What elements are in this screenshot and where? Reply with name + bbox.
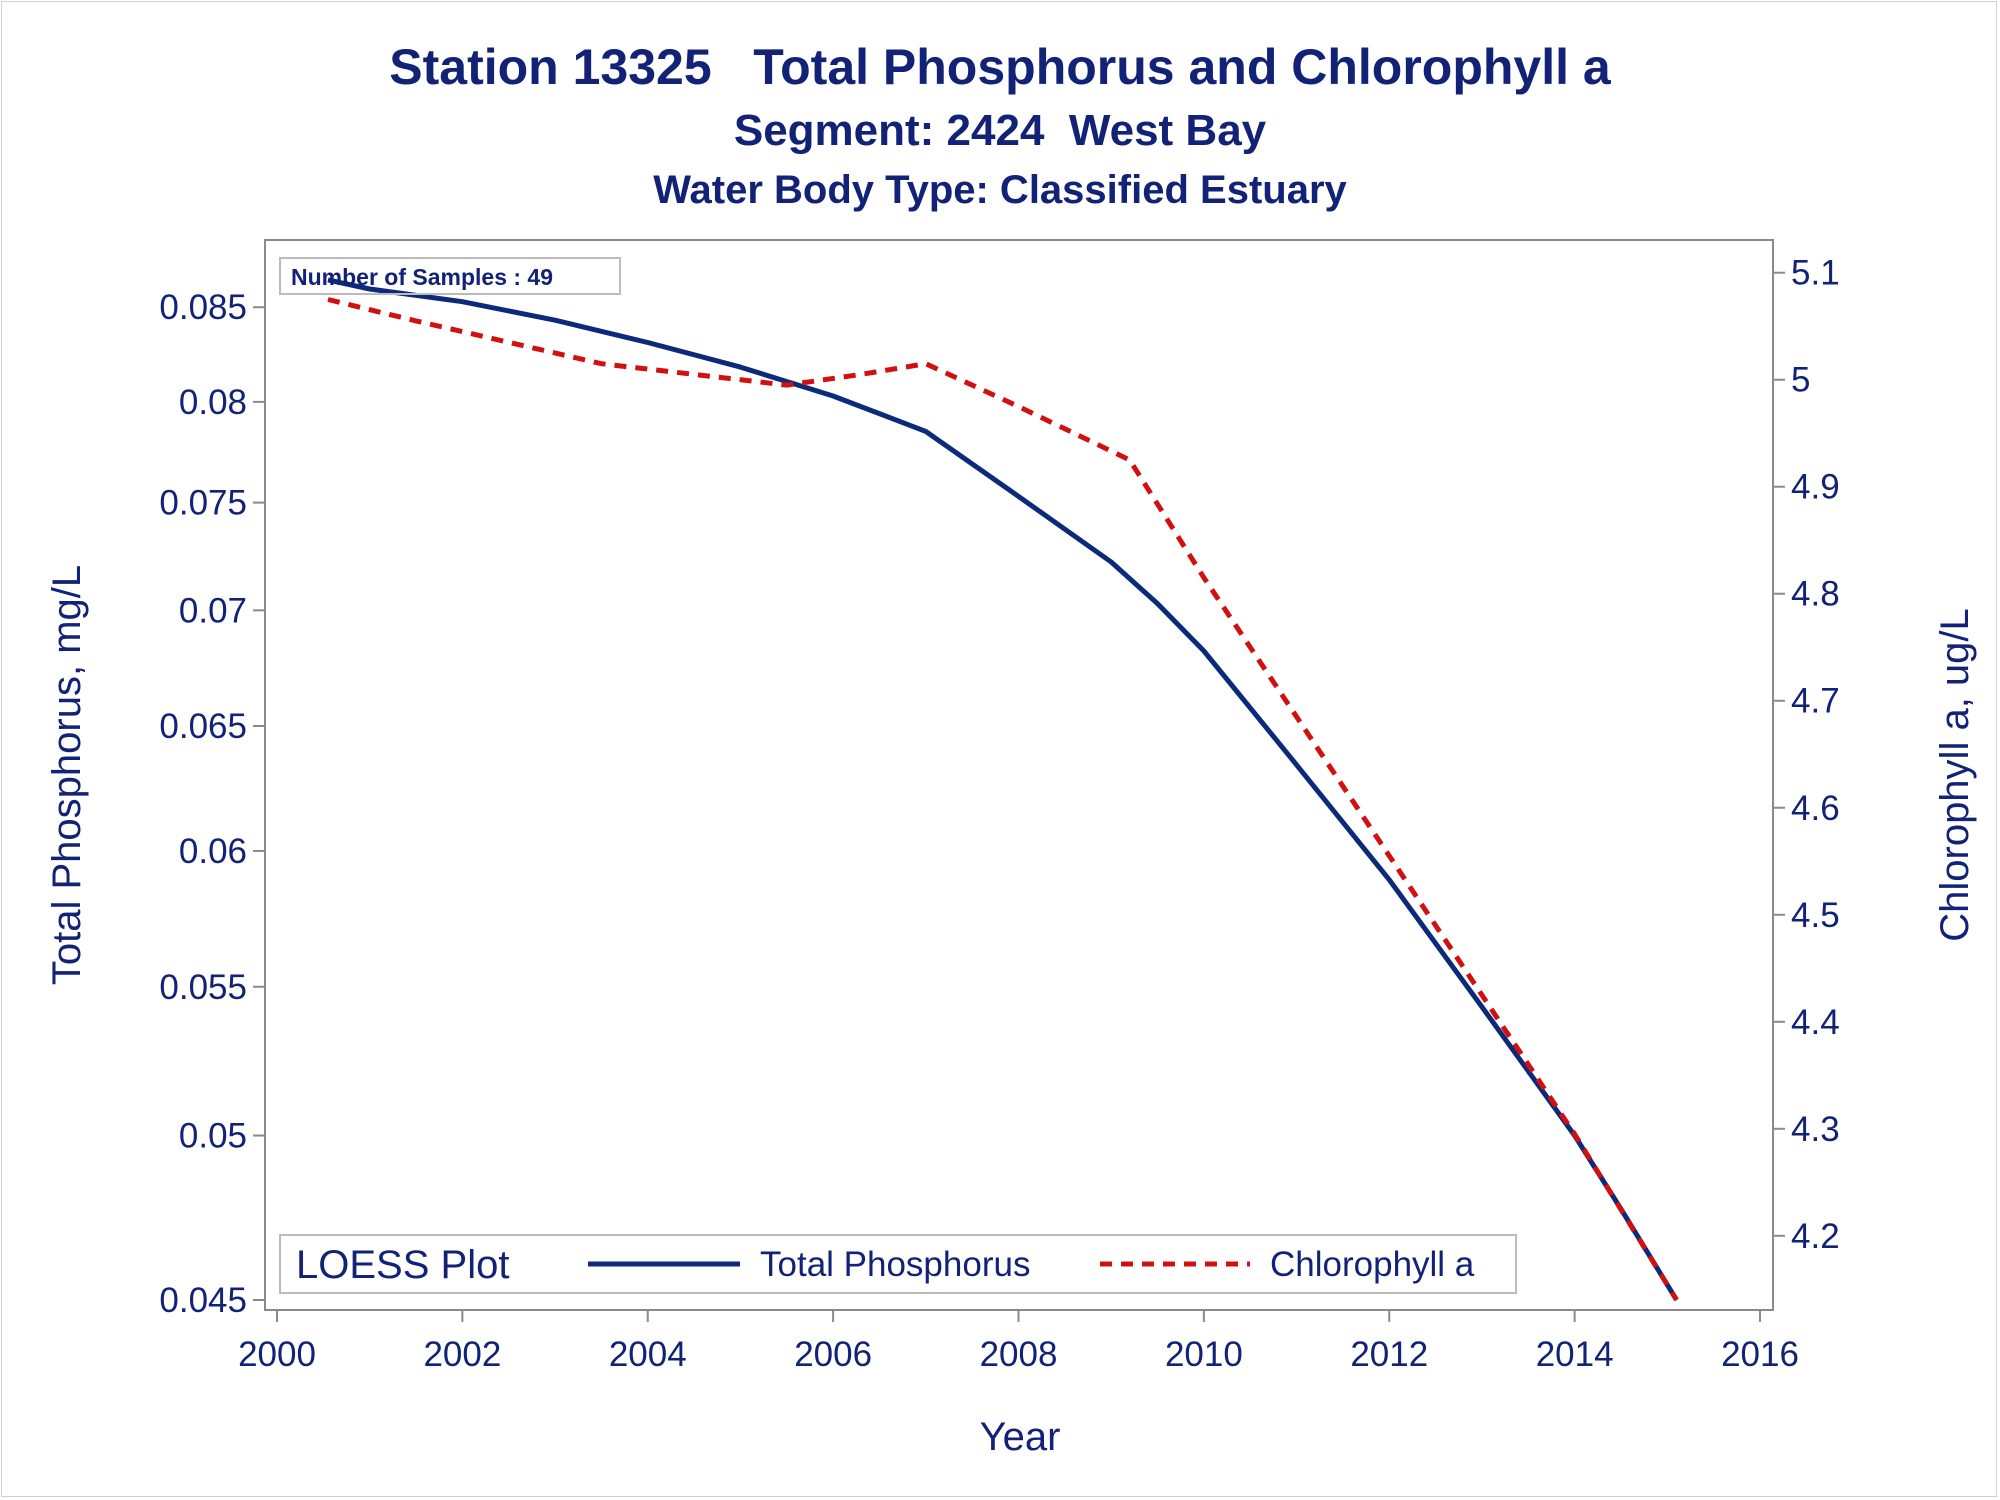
y2-tick-label: 5 xyxy=(1791,361,1810,400)
y2-tick-label: 4.2 xyxy=(1791,1217,1840,1256)
y2-tick-label: 5.1 xyxy=(1791,254,1840,293)
y-tick-label: 0.085 xyxy=(159,288,247,327)
y2-tick-label: 4.5 xyxy=(1791,896,1840,935)
sample-count-box: Number of Samples : 49 xyxy=(279,257,621,295)
x-tick-label: 2000 xyxy=(238,1335,316,1374)
series-lines xyxy=(327,277,1679,1302)
axis-ticks: 2000 2002 2004 2006 2008 2010 2012 2014 2016 0.04… xyxy=(159,254,1839,1374)
y-tick-label: 0.08 xyxy=(179,383,247,422)
x-tick-label: 2002 xyxy=(423,1335,501,1374)
y2-tick-label: 4.3 xyxy=(1791,1110,1840,1149)
y2-tick-label: 4.8 xyxy=(1791,575,1840,614)
chart-title: Station 13325 Total Phosphorus and Chlor… xyxy=(389,39,1611,95)
x-tick-label: 2004 xyxy=(609,1335,687,1374)
series-line-chlorophyll xyxy=(327,297,1679,1302)
sample-count-label: Number of Samples : 49 xyxy=(291,264,553,290)
y2-tick-label: 4.4 xyxy=(1791,1003,1840,1042)
series-line-phosphorus xyxy=(327,277,1679,1302)
plot-area-border xyxy=(264,239,1774,1311)
x-tick-label: 2008 xyxy=(980,1335,1058,1374)
legend-frame xyxy=(279,1234,1517,1294)
y2-tick-label: 4.7 xyxy=(1791,682,1840,721)
y-tick-label: 0.06 xyxy=(179,832,247,871)
x-tick-label: 2010 xyxy=(1165,1335,1243,1374)
y-tick-label: 0.05 xyxy=(179,1117,247,1156)
y-tick-label: 0.055 xyxy=(159,968,247,1007)
y-tick-label: 0.075 xyxy=(159,484,247,523)
chart-subtitle-waterbody: Water Body Type: Classified Estuary xyxy=(653,168,1347,212)
x-axis-label: Year xyxy=(980,1415,1061,1459)
legend-title: LOESS Plot xyxy=(296,1243,509,1287)
y-tick-label: 0.045 xyxy=(159,1281,247,1320)
y2-tick-label: 4.6 xyxy=(1791,789,1840,828)
x-tick-label: 2014 xyxy=(1536,1335,1614,1374)
y-tick-label: 0.07 xyxy=(179,591,247,630)
sample-count-frame xyxy=(279,257,621,295)
y2-tick-label: 4.9 xyxy=(1791,468,1840,507)
y-axis-label: Total Phosphorus, mg/L xyxy=(45,565,89,985)
legend-item-chlorophyll: Chlorophyll a xyxy=(1270,1245,1475,1284)
chart-subtitle-segment: Segment: 2424 West Bay xyxy=(733,106,1267,155)
x-tick-label: 2006 xyxy=(794,1335,872,1374)
x-tick-label: 2012 xyxy=(1350,1335,1428,1374)
y-tick-label: 0.065 xyxy=(159,707,247,746)
x-tick-label: 2016 xyxy=(1721,1335,1799,1374)
y2-axis-label: Chlorophyll a, ug/L xyxy=(1933,608,1977,942)
legend-item-phosphorus: Total Phosphorus xyxy=(760,1245,1030,1284)
legend: LOESS Plot Total Phosphorus Chlorophyll … xyxy=(279,1234,1517,1294)
